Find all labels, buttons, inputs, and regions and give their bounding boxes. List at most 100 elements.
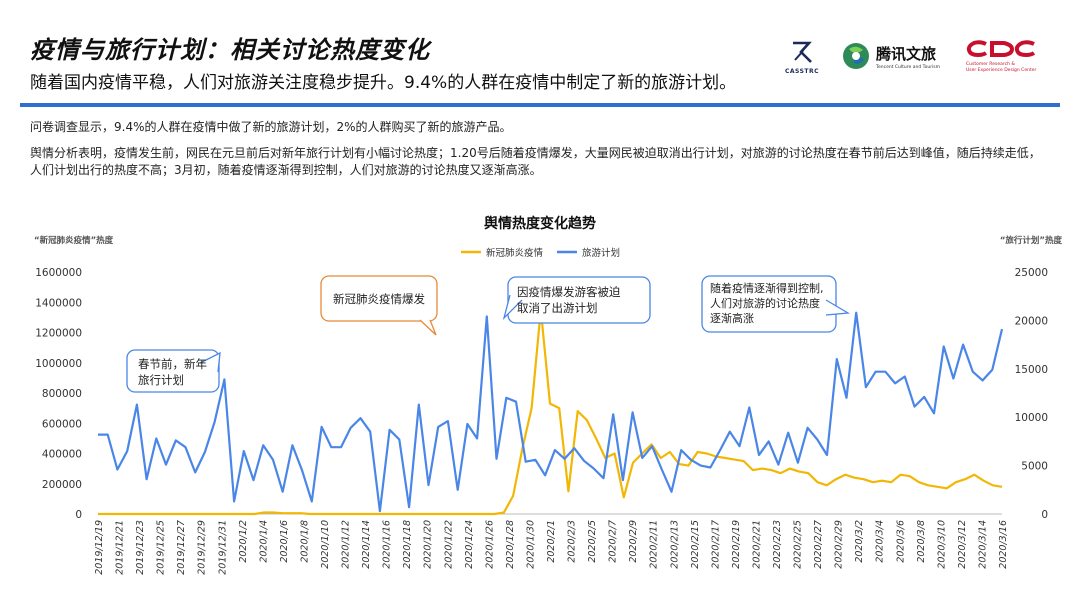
x-tick-label: 2020/1/14 [361,520,372,569]
tencent-logo: 腾讯文旅 Tencent Culture and Tourism [840,40,960,76]
left-axis-label: “新冠肺炎疫情”热度 [34,235,114,246]
casstrc-mark-icon [793,41,812,63]
x-tick-label: 2020/2/5 [587,520,598,563]
casstrc-logo: CASSTRC [780,40,824,75]
left-tick-label: 1600000 [35,267,82,279]
x-tick-label: 2020/1/24 [464,520,475,569]
x-tick-label: 2020/3/14 [977,520,988,569]
left-tick-label: 200000 [42,479,82,491]
x-tick-label: 2020/1/4 [258,520,269,563]
callout-spring-box [126,349,220,393]
left-tick-label: 1400000 [35,297,82,309]
x-tick-label: 2019/12/21 [115,520,126,575]
x-tick-label: 2020/3/2 [854,520,865,563]
callout-orange-box [320,275,438,322]
left-tick-label: 400000 [42,449,82,461]
casstrc-text: CASSTRC [784,68,820,75]
x-tick-label: 2020/2/1 [546,520,557,563]
series-line-travel [98,311,1004,513]
left-tick-label: 600000 [42,418,82,430]
right-tick-label: 20000 [1015,315,1048,327]
right-tick-label: 10000 [1015,412,1048,424]
tencent-globe-icon [843,43,869,69]
tencent-name: 腾讯文旅 [876,45,937,63]
callout-orange-text: 新冠肺炎疫情爆发 [333,292,425,306]
callout-recovery: 随着疫情逐渐得到控制, 人们对旅游的讨论热度 逐渐高涨 [701,275,851,333]
callout-orange-tail [419,319,437,336]
x-tick-label: 2020/1/2 [238,520,249,563]
legend-label-travel: 旅游计划 [582,247,620,259]
x-tick-label: 2020/2/23 [772,520,783,569]
x-tick-label: 2020/1/16 [382,520,393,569]
left-tick-label: 1200000 [35,328,82,340]
x-tick-label: 2020/1/18 [402,520,413,569]
x-tick-label: 2020/1/12 [341,520,352,569]
x-tick-label: 2020/3/16 [998,520,1009,569]
chart-series [98,308,1004,516]
callout-cancelled-box [507,276,651,324]
x-tick-label: 2020/2/29 [834,520,845,569]
x-tick-label: 2019/12/19 [94,520,105,575]
callout-recovery-line2: 人们对旅游的讨论热度 [710,296,820,310]
x-tick-label: 2020/1/22 [443,520,454,569]
legend-label-covid: 新冠肺炎疫情 [486,247,544,259]
x-tick-label: 2020/2/21 [751,520,762,569]
cdc-english-line2: User Experience Design Center [966,68,1037,73]
header-divider [20,103,1060,107]
series-line-covid [98,308,1003,516]
callout-recovery-tail [825,299,851,316]
x-tick-label: 2020/3/12 [957,520,968,569]
left-tick-label: 0 [75,509,82,521]
x-tick-label: 2020/1/26 [484,520,495,569]
x-tick-label: 2020/2/7 [608,520,619,563]
x-tick-label: 2019/12/31 [217,520,228,575]
x-tick-label: 2019/12/27 [176,520,187,575]
callout-spring-festival: 春节前，新年 旅行计划 [126,349,221,393]
chart-axes: 0 200000 400000 600000 800000 1000000 1200000 1… [35,267,1048,575]
left-tick-label: 1000000 [35,358,82,370]
callout-orange: 新冠肺炎疫情爆发 [320,275,438,336]
x-tick-label: 2020/2/27 [813,520,824,569]
x-tick-label: 2020/3/4 [875,520,886,563]
callout-cancelled-line1: 因疫情爆发游客被迫 [517,285,621,299]
x-tick-label: 2020/2/3 [567,520,578,563]
logo-group: CASSTRC 腾讯文旅 Tencent Culture and Tourism… [780,38,1060,78]
callout-spring-tail [199,351,221,373]
x-tick-label: 2020/2/19 [731,520,742,569]
callout-recovery-box [701,275,837,333]
callout-spring-line2: 旅行计划 [138,373,184,387]
page-subtitle: 随着国内疫情平稳，人们对旅游关注度稳步提升。9.4%的人群在疫情中制定了新的旅游… [30,73,737,93]
cdc-english-line1: Customer Research & [966,62,1015,67]
callout-recovery-line3: 逐渐高涨 [710,311,754,325]
x-tick-label: 2020/3/10 [936,520,947,569]
x-tick-label: 2020/2/13 [669,520,680,569]
right-tick-label: 15000 [1015,364,1048,376]
x-tick-label: 2020/2/17 [710,520,721,569]
x-tick-label: 2020/2/15 [690,520,701,569]
x-tick-label: 2019/12/29 [197,520,208,575]
survey-paragraph: 问卷调查显示，9.4%的人群在疫情中做了新的旅游计划，2%的人群购买了新的旅游产… [30,120,512,134]
x-tick-label: 2020/1/8 [299,520,310,563]
analysis-paragraph: 舆情分析表明，疫情发生前，网民在元旦前后对新年旅行计划有小幅讨论热度；1.20号… [30,146,1041,177]
cdc-wordmark-icon [966,40,1036,58]
x-tick-label: 2020/3/8 [916,520,927,563]
x-tick-label: 2020/1/30 [525,520,536,569]
callout-cancelled: 因疫情爆发游客被迫 取消了出游计划 [502,276,651,324]
callout-recovery-line1: 随着疫情逐渐得到控制, [710,281,824,295]
x-tick-label: 2019/12/25 [156,520,167,575]
left-tick-label: 800000 [42,388,82,400]
right-tick-label: 5000 [1021,461,1048,473]
tencent-english: Tencent Culture and Tourism [876,65,941,70]
callout-spring-line1: 春节前，新年 [138,357,207,371]
right-axis-label: “旅行计划”热度 [1000,235,1063,246]
page-title: 疫情与旅行计划：相关讨论热度变化 [30,36,430,64]
x-tick-label: 2020/1/6 [279,520,290,563]
right-tick-label: 25000 [1015,267,1048,279]
chart-title: 舆情热度变化趋势 [484,215,596,232]
x-tick-label: 2020/2/25 [793,520,804,569]
x-tick-label: 2019/12/23 [135,520,146,575]
x-tick-label: 2020/1/20 [423,520,434,569]
cdc-logo: Customer Research & User Experience Desi… [966,40,1046,74]
x-tick-label: 2020/2/9 [628,520,639,563]
